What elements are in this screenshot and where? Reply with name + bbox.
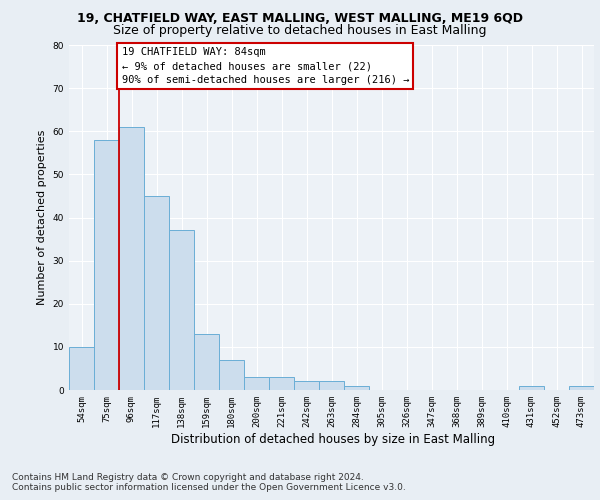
Text: Size of property relative to detached houses in East Malling: Size of property relative to detached ho…: [113, 24, 487, 37]
Bar: [219, 360, 244, 390]
Y-axis label: Number of detached properties: Number of detached properties: [37, 130, 47, 305]
Bar: [169, 230, 194, 390]
Bar: [344, 386, 369, 390]
Bar: [269, 377, 294, 390]
Text: 19, CHATFIELD WAY, EAST MALLING, WEST MALLING, ME19 6QD: 19, CHATFIELD WAY, EAST MALLING, WEST MA…: [77, 12, 523, 26]
Text: 19 CHATFIELD WAY: 84sqm
← 9% of detached houses are smaller (22)
90% of semi-det: 19 CHATFIELD WAY: 84sqm ← 9% of detached…: [121, 47, 409, 85]
Text: Distribution of detached houses by size in East Malling: Distribution of detached houses by size …: [171, 432, 495, 446]
Text: Contains HM Land Registry data © Crown copyright and database right 2024.: Contains HM Land Registry data © Crown c…: [12, 472, 364, 482]
Bar: [194, 334, 219, 390]
Bar: [319, 382, 344, 390]
Bar: [569, 386, 594, 390]
Bar: [244, 377, 269, 390]
Bar: [119, 127, 144, 390]
Bar: [144, 196, 169, 390]
Bar: [519, 386, 544, 390]
Bar: [94, 140, 119, 390]
Text: Contains public sector information licensed under the Open Government Licence v3: Contains public sector information licen…: [12, 484, 406, 492]
Bar: [69, 347, 94, 390]
Bar: [294, 382, 319, 390]
